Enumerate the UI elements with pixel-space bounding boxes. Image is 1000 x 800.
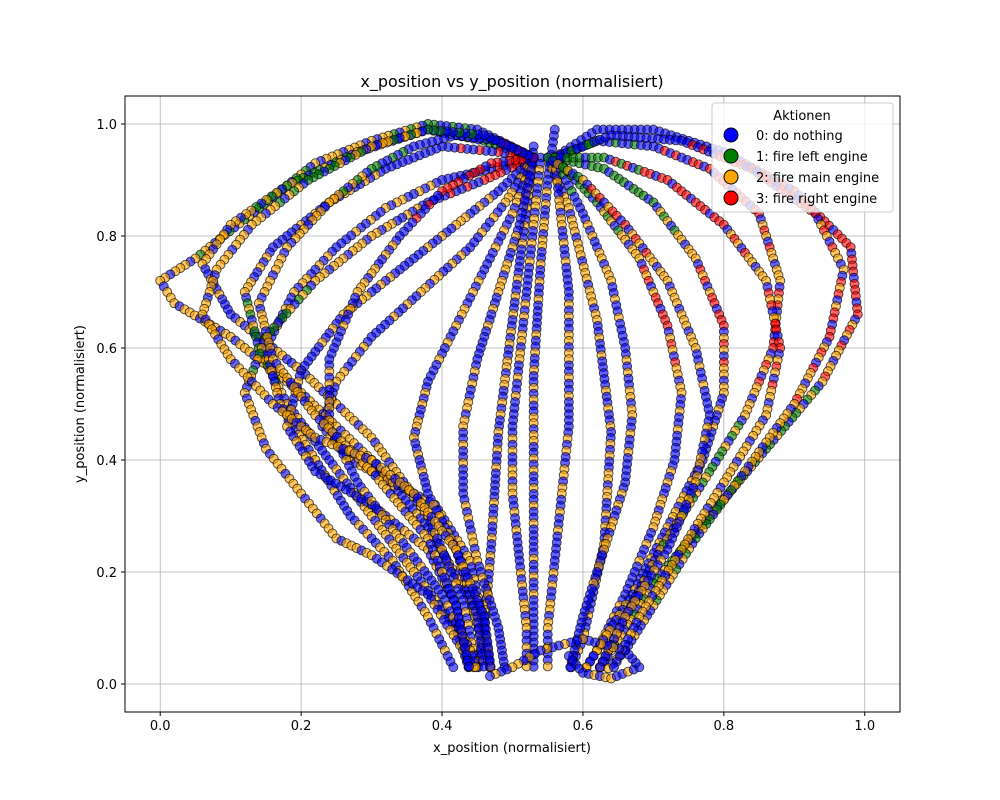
x-tick-label: 0.0 bbox=[150, 719, 171, 734]
legend-title: Aktionen bbox=[773, 109, 831, 124]
data-point bbox=[542, 661, 553, 672]
legend-marker-3 bbox=[723, 190, 739, 206]
y-tick-label: 0.4 bbox=[96, 454, 117, 469]
legend-marker-0 bbox=[723, 127, 739, 143]
y-tick-label: 1.0 bbox=[96, 118, 117, 133]
data-point bbox=[609, 662, 619, 673]
x-tick-label: 1.0 bbox=[854, 719, 875, 734]
y-tick-label: 0.6 bbox=[96, 342, 117, 357]
x-tick-label: 0.6 bbox=[573, 719, 594, 734]
y-tick-label: 0.0 bbox=[96, 678, 117, 693]
legend-marker-2 bbox=[723, 169, 739, 185]
y-axis-label: y_position (normalisiert) bbox=[73, 325, 88, 483]
data-point bbox=[448, 662, 459, 673]
data-point bbox=[485, 671, 495, 682]
y-tick-label: 0.2 bbox=[96, 566, 117, 581]
legend-label-3: 3: fire right engine bbox=[756, 192, 877, 207]
data-point bbox=[463, 661, 474, 672]
x-axis-label: x_position (normalisiert) bbox=[433, 741, 591, 756]
legend-marker-1 bbox=[723, 148, 739, 164]
x-tick-label: 0.8 bbox=[714, 719, 735, 734]
x-tick-label: 0.4 bbox=[432, 719, 453, 734]
x-tick-label: 0.2 bbox=[291, 719, 312, 734]
legend-label-2: 2: fire main engine bbox=[756, 171, 879, 186]
legend: Aktionen 0: do nothing 1: fire left engi… bbox=[711, 102, 894, 213]
y-tick-label: 0.8 bbox=[96, 230, 117, 245]
legend-label-1: 1: fire left engine bbox=[756, 150, 868, 165]
chart-title: x_position vs y_position (normalisiert) bbox=[360, 72, 663, 92]
data-point bbox=[594, 662, 605, 673]
legend-label-0: 0: do nothing bbox=[756, 129, 843, 144]
